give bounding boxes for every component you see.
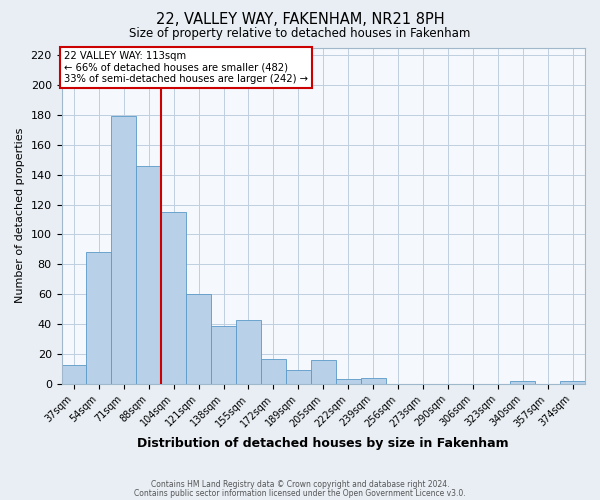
Bar (86, 252, 112, 384)
Bar (236, 320, 261, 384)
Bar (211, 326, 236, 384)
Bar (62, 364, 86, 384)
Bar (510, 381, 535, 384)
Bar (112, 116, 136, 384)
Text: Contains HM Land Registry data © Crown copyright and database right 2024.: Contains HM Land Registry data © Crown c… (151, 480, 449, 489)
X-axis label: Distribution of detached houses by size in Fakenham: Distribution of detached houses by size … (137, 437, 509, 450)
Bar (286, 370, 311, 384)
Bar (186, 294, 211, 384)
Bar (560, 381, 585, 384)
Bar (161, 212, 186, 384)
Text: 22 VALLEY WAY: 113sqm
← 66% of detached houses are smaller (482)
33% of semi-det: 22 VALLEY WAY: 113sqm ← 66% of detached … (64, 51, 308, 84)
Bar (361, 378, 386, 384)
Bar (311, 360, 336, 384)
Bar (261, 358, 286, 384)
Bar (136, 166, 161, 384)
Text: Size of property relative to detached houses in Fakenham: Size of property relative to detached ho… (130, 28, 470, 40)
Text: 22, VALLEY WAY, FAKENHAM, NR21 8PH: 22, VALLEY WAY, FAKENHAM, NR21 8PH (155, 12, 445, 28)
Bar (336, 380, 361, 384)
Y-axis label: Number of detached properties: Number of detached properties (15, 128, 25, 304)
Text: Contains public sector information licensed under the Open Government Licence v3: Contains public sector information licen… (134, 488, 466, 498)
